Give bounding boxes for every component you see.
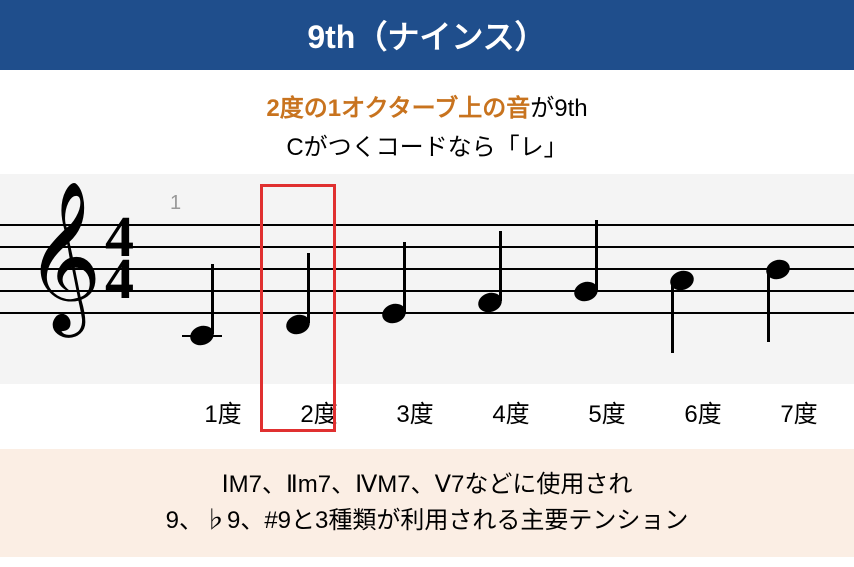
note-stem <box>403 242 406 312</box>
degree-label: 6度 <box>655 394 751 429</box>
note-stem <box>499 231 502 301</box>
note-stem <box>671 283 674 353</box>
degree-label: 1度 <box>175 394 271 429</box>
staff-area: 1 𝄞44 <box>0 174 854 384</box>
measure-number: 1 <box>170 192 181 215</box>
title-text: 9th（ナインス） <box>307 19 546 55</box>
degree-label: 4度 <box>463 394 559 429</box>
subtitle-rest: が9th <box>530 95 587 122</box>
subtitle-line2: Cがつくコードなら「レ」 <box>0 127 854 174</box>
subtitle-highlight: 2度の1オクターブ上の音 <box>266 95 530 122</box>
footer-line1: ⅠM7、Ⅱm7、ⅣM7、Ⅴ7などに使用され <box>10 467 844 503</box>
degree-label: 7度 <box>751 394 847 429</box>
degree-labels: 1度2度3度4度5度6度7度 <box>0 384 854 429</box>
time-signature: 44 <box>105 216 134 300</box>
subtitle-line1: 2度の1オクターブ上の音が9th <box>0 70 854 127</box>
treble-clef-icon: 𝄞 <box>25 192 102 322</box>
note-stem <box>211 264 214 334</box>
staff-line <box>0 312 854 314</box>
note-stem <box>595 220 598 290</box>
footer-line2: 9、♭9、#9と3種類が利用される主要テンション <box>10 503 844 539</box>
title-banner: 9th（ナインス） <box>0 0 854 70</box>
note-stem <box>767 272 770 342</box>
degree-label: 5度 <box>559 394 655 429</box>
ledger-line <box>182 335 222 337</box>
music-staff: 1 𝄞44 <box>0 194 854 364</box>
footer-note: ⅠM7、Ⅱm7、ⅣM7、Ⅴ7などに使用され 9、♭9、#9と3種類が利用される主… <box>0 449 854 557</box>
highlight-box <box>260 184 336 432</box>
degree-label: 3度 <box>367 394 463 429</box>
